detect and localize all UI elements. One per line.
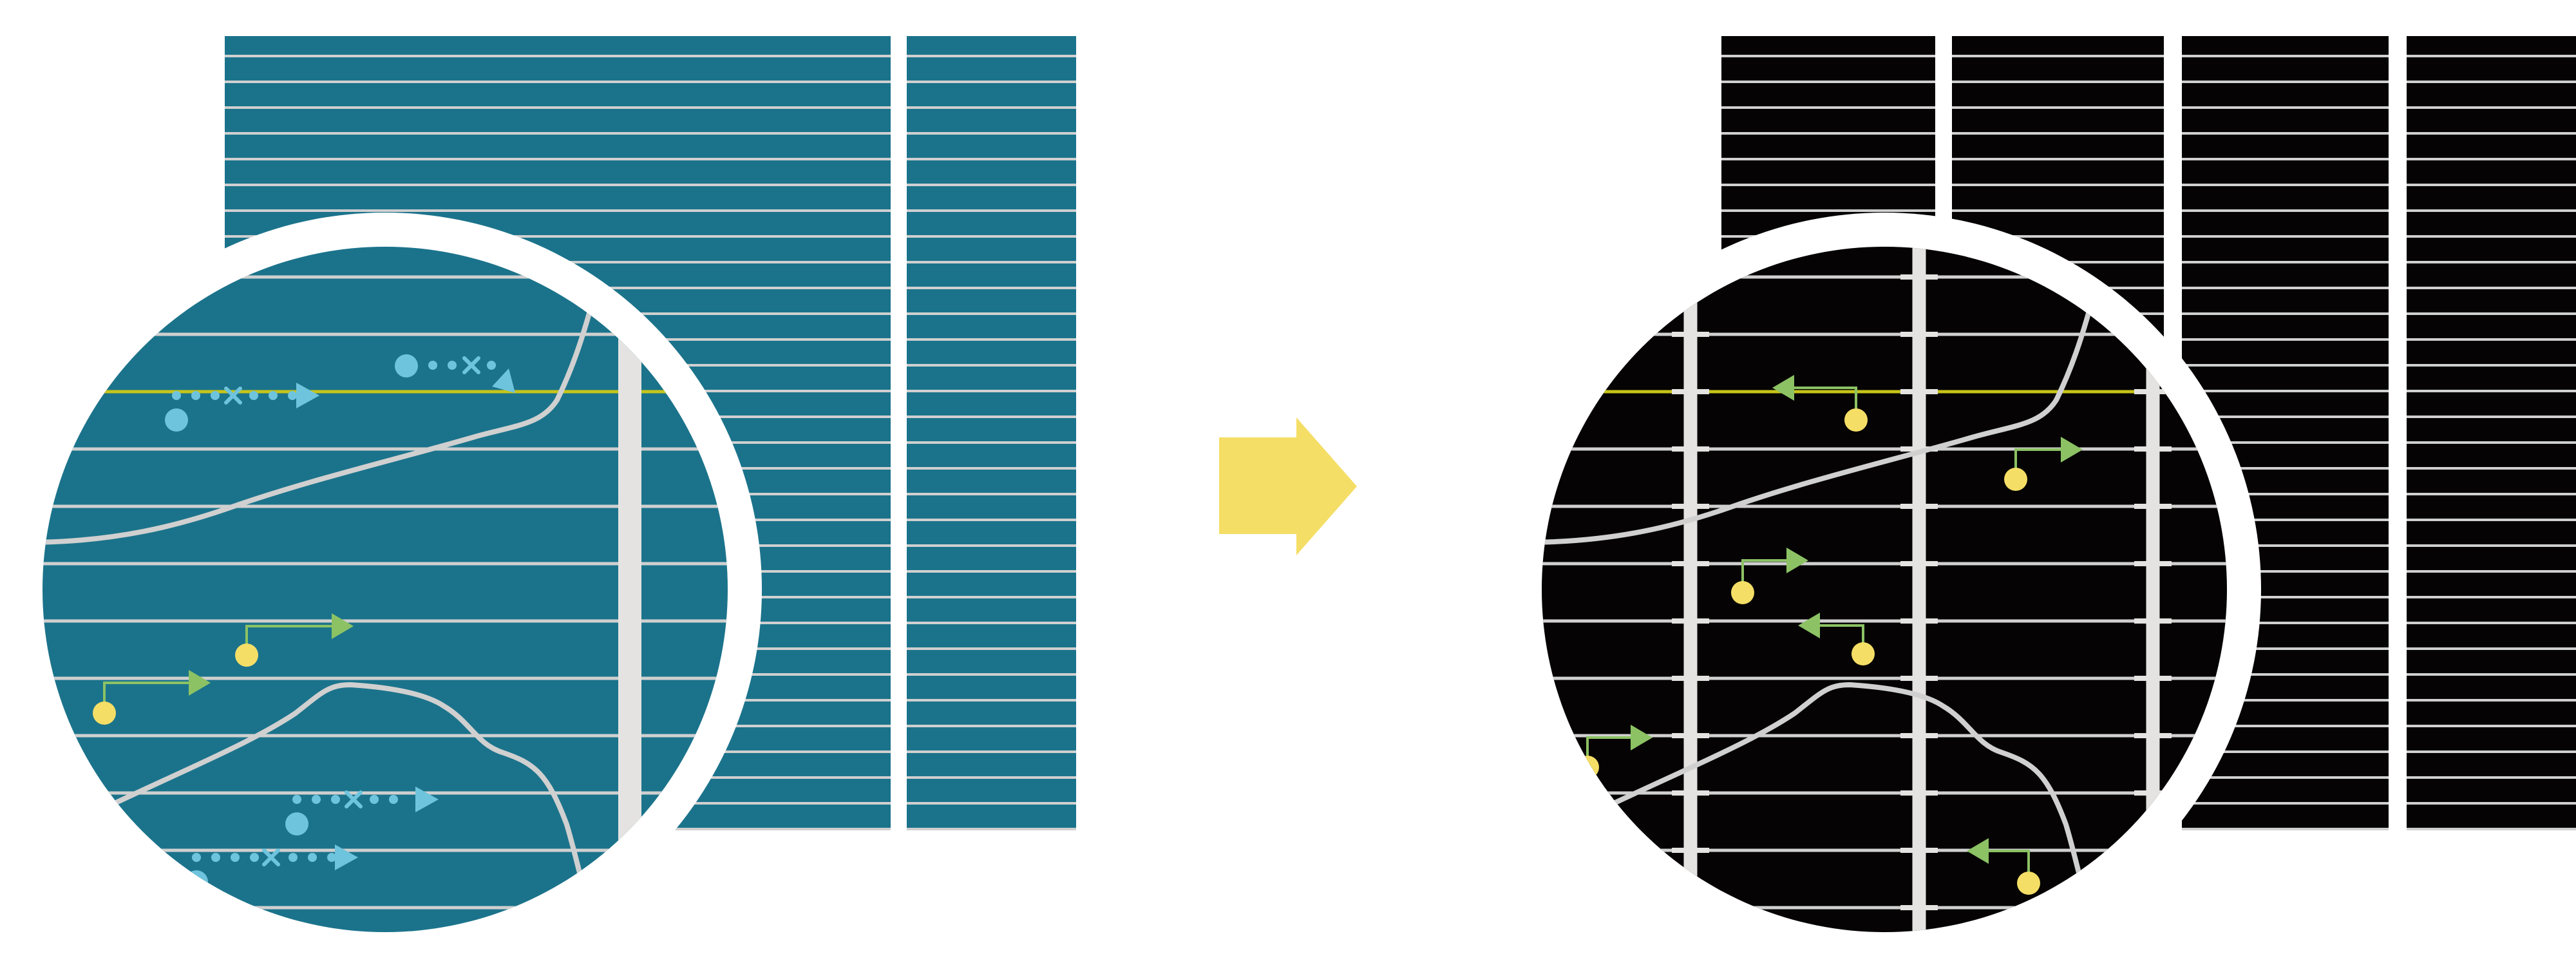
bar-tick <box>2134 618 2172 624</box>
bar-tick <box>1900 733 1938 738</box>
right-magnifier-circle <box>1508 213 2261 966</box>
trail-dot <box>269 391 278 400</box>
bar-tick <box>1672 676 1709 681</box>
bar-tick <box>1900 848 1938 853</box>
yellow-dot <box>93 702 116 725</box>
arrow-head-icon <box>2061 437 2083 463</box>
left-magnifier-circle <box>8 213 762 966</box>
trail-dot <box>211 391 220 400</box>
blue-arrow-head-icon <box>296 383 319 408</box>
vertical-bar <box>618 309 641 857</box>
trail-dot <box>487 361 496 370</box>
panel-column <box>2407 36 2576 830</box>
yellow-dot <box>2017 872 2040 895</box>
bar-tick <box>1900 905 1938 910</box>
magnifier-content <box>43 275 728 922</box>
magnifier-content <box>1542 247 2227 932</box>
trail-dot <box>211 853 220 862</box>
trail-dot <box>448 361 457 370</box>
vertical-bar <box>1683 247 1698 932</box>
bar-tick <box>1672 733 1709 738</box>
blue-dot <box>285 812 308 836</box>
bar-tick <box>1672 504 1709 509</box>
transition-arrow-icon <box>1219 417 1357 555</box>
blue-arrow-head-icon <box>335 845 358 870</box>
blue-dot <box>165 408 188 432</box>
bar-tick <box>2134 676 2172 681</box>
bar-tick <box>2134 561 2172 566</box>
arrow-head-icon <box>189 670 211 696</box>
yellow-dot <box>1731 581 1754 604</box>
trail-dot <box>192 853 201 862</box>
bar-tick <box>2134 504 2172 509</box>
trail-dot <box>289 853 298 862</box>
lower-curve <box>76 682 595 922</box>
blue-arrow-head-icon <box>415 787 439 812</box>
bar-tick <box>1672 446 1709 452</box>
trail-dot <box>231 853 240 862</box>
bar-tick <box>1900 676 1938 681</box>
magnifier-fill <box>1542 247 2227 932</box>
yellow-dot <box>1852 642 1875 665</box>
trail-dot <box>331 795 340 804</box>
trail-dot <box>308 853 317 862</box>
bar-tick <box>2134 446 2172 452</box>
bar-tick <box>1672 332 1709 337</box>
bar-tick <box>1672 790 1709 796</box>
panel-column <box>907 36 1076 830</box>
bar-tick <box>1900 332 1938 337</box>
bar-tick <box>1900 618 1938 624</box>
arrow-head-icon <box>1772 375 1794 401</box>
yellow-dot <box>1844 408 1868 432</box>
trail-dot <box>250 853 259 862</box>
trail-dot <box>292 795 301 804</box>
vertical-bar <box>2146 247 2160 932</box>
bar-tick <box>1672 618 1709 624</box>
bar-tick <box>2134 389 2172 394</box>
lower-curve <box>1575 682 2094 922</box>
vertical-bar <box>1912 247 1926 932</box>
bar-tick <box>1672 389 1709 394</box>
bar-tick <box>1900 504 1938 509</box>
arrow-head-icon <box>1631 725 1653 750</box>
bar-tick <box>2134 790 2172 796</box>
upper-curve <box>43 276 601 545</box>
upper-curve <box>1542 276 2101 545</box>
arrow-head-icon <box>1967 838 1989 864</box>
bar-tick <box>1900 790 1938 796</box>
blue-arrow-head-icon <box>492 368 515 393</box>
arrow-head-icon <box>1798 613 1820 638</box>
bar-tick <box>1900 561 1938 566</box>
bar-tick <box>1900 389 1938 394</box>
trail-dot <box>428 361 437 370</box>
bar-tick <box>1672 848 1709 853</box>
trail-dot <box>312 795 321 804</box>
blue-dot <box>395 354 418 377</box>
cross-mark-icon <box>345 790 363 808</box>
cross-mark-icon <box>224 387 242 405</box>
bar-tick <box>2134 905 2172 910</box>
trail-dot <box>389 795 398 804</box>
cross-mark-icon <box>262 848 280 866</box>
cross-mark-icon <box>462 356 480 374</box>
bar-tick <box>2134 733 2172 738</box>
trail-dot <box>288 391 297 400</box>
yellow-dot <box>235 644 258 667</box>
trail-dot <box>249 391 258 400</box>
arrow-head-icon <box>1786 548 1808 573</box>
arrow-head-icon <box>332 613 354 639</box>
trail-dot <box>370 795 379 804</box>
trail-dot <box>327 853 336 862</box>
bar-tick <box>1672 561 1709 566</box>
trail-dot <box>191 391 200 400</box>
yellow-dot <box>2004 468 2027 491</box>
trail-dot <box>172 391 181 400</box>
magnifier-fill <box>43 247 728 932</box>
bar-tick <box>1900 446 1938 452</box>
bar-tick <box>1900 274 1938 280</box>
